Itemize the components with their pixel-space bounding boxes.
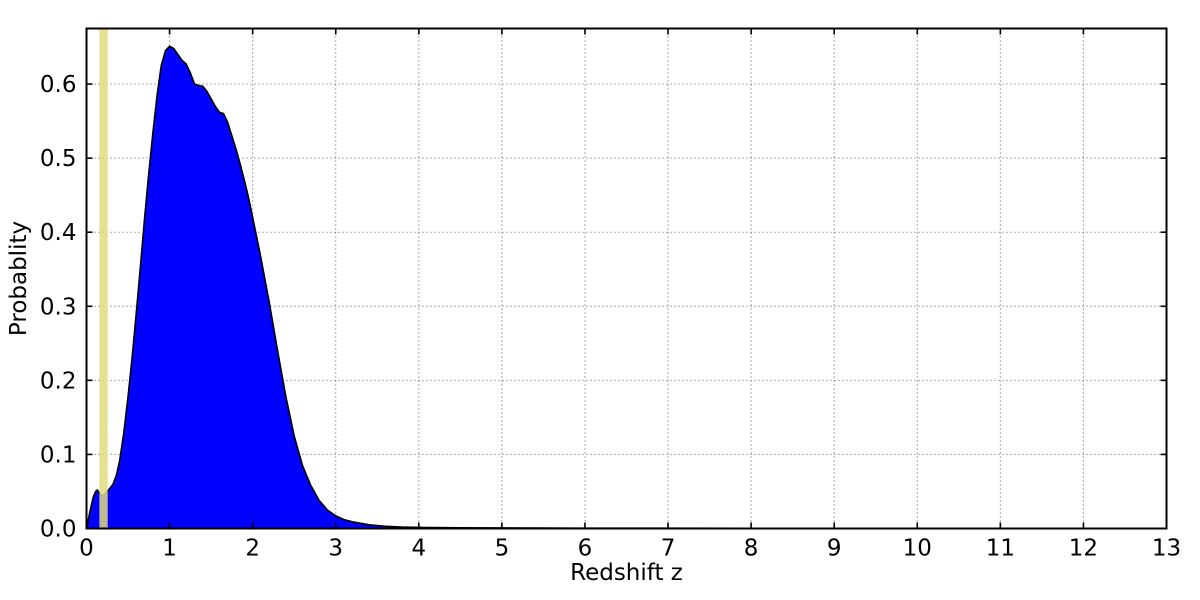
x-axis-ticks: 0 1 2 3 4 5 6 7 8 9 10 11 12 13: [79, 28, 1181, 562]
series-fill-0: [86, 46, 1167, 529]
x-tick-label-11: 11: [986, 536, 1015, 562]
x-tick-label-6: 6: [578, 536, 593, 562]
x-tick-label-5: 5: [495, 536, 510, 562]
x-tick-label-10: 10: [903, 536, 932, 562]
series-outline-0: [85, 45, 1167, 530]
x-tick-label-8: 8: [744, 536, 759, 562]
y-axis-title: Probablity: [6, 221, 32, 336]
y-tick-label-0.5: 0.5: [40, 146, 77, 172]
y-tick-label-0.3: 0.3: [40, 294, 77, 320]
axes-area: 0 1 2 3 4 5 6 7 8 9 10 11 12 13 0.00.10.20.30.40.50.6: [40, 27, 1181, 562]
x-tick-label-9: 9: [827, 536, 842, 562]
y-tick-label-0.6: 0.6: [40, 72, 77, 98]
y-tick-label-0.0: 0.0: [40, 517, 77, 543]
plot-border: [85, 27, 1168, 530]
x-tick-label-7: 7: [661, 536, 676, 562]
axis-spines: [85, 27, 1168, 530]
x-tick-label-2: 2: [245, 536, 260, 562]
y-axis-ticks: 0.0 0.1 0.2 0.3 0.4 0.5 0.6: [40, 72, 1167, 543]
x-tick-label-0: 0: [79, 536, 94, 562]
spectroscopic-redshift-marker: [99, 28, 108, 529]
x-axis-title: Redshift z: [570, 560, 683, 586]
x-tick-label-13: 13: [1152, 536, 1181, 562]
y-tick-label-0.2: 0.2: [40, 368, 77, 394]
x-tick-label-1: 1: [162, 536, 177, 562]
x-tick-label-4: 4: [411, 536, 426, 562]
x-tick-label-3: 3: [328, 536, 343, 562]
data-series-group: [85, 45, 1167, 530]
y-tick-label-0.4: 0.4: [40, 220, 77, 246]
y-tick-label-0.1: 0.1: [40, 442, 77, 468]
vertical-band-group: [99, 28, 108, 529]
x-tick-label-12: 12: [1069, 536, 1098, 562]
